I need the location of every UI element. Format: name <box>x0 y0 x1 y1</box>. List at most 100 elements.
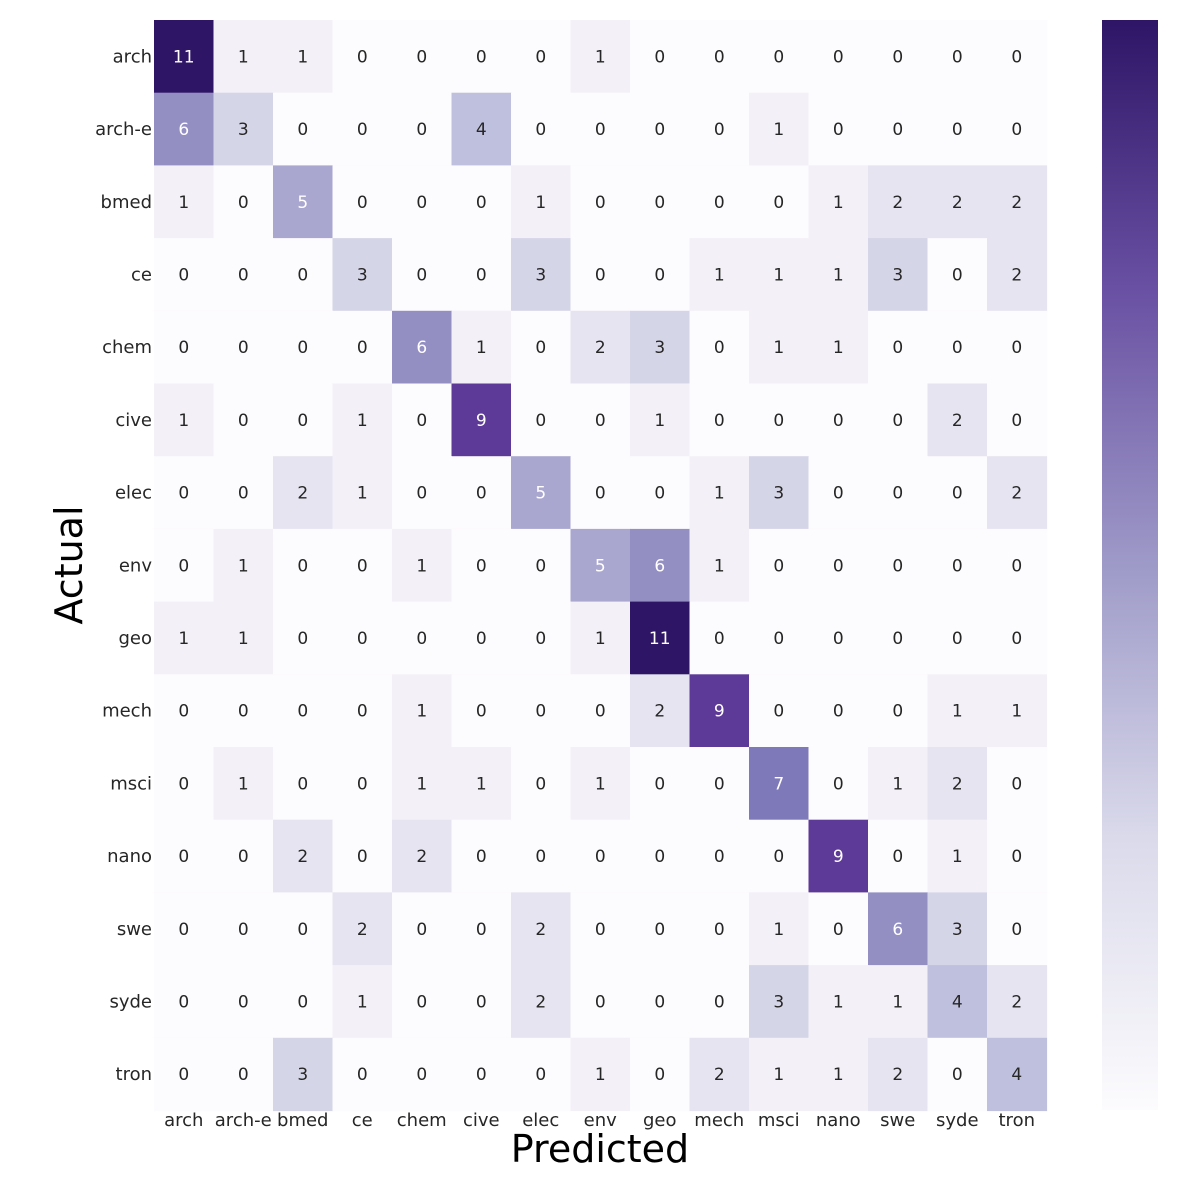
cell-value-label: 0 <box>952 338 963 358</box>
cell-value-label: 0 <box>416 920 427 940</box>
x-tick-label: mech <box>694 1110 744 1131</box>
cell-value-label: 1 <box>833 193 844 213</box>
cell-env-mech <box>689 528 750 603</box>
cell-value-label: 1 <box>833 338 844 358</box>
cell-value-label: 0 <box>416 120 427 140</box>
x-tick-label: arch <box>164 1110 203 1131</box>
cell-value-label: 0 <box>595 484 606 504</box>
cell-value-label: 0 <box>952 265 963 285</box>
cell-bmed-chem <box>392 165 453 239</box>
cell-value-label: 0 <box>238 265 249 285</box>
cell-tron-bmed <box>273 1037 334 1112</box>
cell-mech-swe <box>868 674 929 748</box>
cell-value-label: 2 <box>535 992 546 1012</box>
cell-value-label: 0 <box>595 920 606 940</box>
cell-ce-bmed <box>273 238 334 312</box>
cell-value-label: 6 <box>654 556 665 576</box>
cell-arch-elec <box>511 20 572 94</box>
cell-value-label: 2 <box>595 338 606 358</box>
cell-arch-e-mech <box>689 92 750 166</box>
y-tick-label: arch <box>113 46 152 67</box>
cell-value-label: 9 <box>714 702 725 722</box>
cell-cive-env <box>570 383 631 457</box>
cell-value-label: 0 <box>535 702 546 722</box>
cell-env-tron <box>987 528 1048 603</box>
cell-value-label: 0 <box>297 338 308 358</box>
cell-value-label: 4 <box>1011 1065 1022 1085</box>
cell-value-label: 0 <box>654 1065 665 1085</box>
cell-syde-syde <box>927 965 988 1039</box>
cell-value-label: 1 <box>892 992 903 1012</box>
cell-nano-msci <box>749 819 810 893</box>
cell-elec-elec <box>511 456 572 530</box>
cell-cive-cive <box>451 383 512 457</box>
cell-ce-tron <box>987 238 1048 312</box>
cell-value-label: 0 <box>416 1065 427 1085</box>
cell-cive-mech <box>689 383 750 457</box>
cell-chem-arch-e <box>213 310 274 385</box>
cell-value-label: 3 <box>238 120 249 140</box>
cell-chem-syde <box>927 310 988 385</box>
cell-value-label: 0 <box>178 702 189 722</box>
cell-mech-arch-e <box>213 674 274 748</box>
cell-tron-env <box>570 1037 631 1112</box>
cell-value-label: 0 <box>357 702 368 722</box>
cell-value-label: 0 <box>416 484 427 504</box>
cell-value-label: 11 <box>649 629 671 649</box>
cell-value-label: 0 <box>178 774 189 794</box>
cell-geo-elec <box>511 601 572 675</box>
cell-mech-mech <box>689 674 750 748</box>
cell-value-label: 0 <box>535 120 546 140</box>
cell-value-label: 0 <box>476 1065 487 1085</box>
cell-bmed-ce <box>332 165 393 239</box>
cell-syde-nano <box>808 965 869 1039</box>
cell-value-label: 0 <box>178 920 189 940</box>
cell-value-label: 0 <box>476 193 487 213</box>
cell-value-label: 2 <box>416 847 427 867</box>
cell-chem-msci <box>749 310 810 385</box>
cell-value-label: 0 <box>654 484 665 504</box>
cell-value-label: 1 <box>238 556 249 576</box>
cell-arch-msci <box>749 20 810 94</box>
cell-arch-nano <box>808 20 869 94</box>
cell-bmed-env <box>570 165 631 239</box>
cell-value-label: 0 <box>416 193 427 213</box>
cell-value-label: 0 <box>297 702 308 722</box>
cell-value-label: 0 <box>297 774 308 794</box>
cell-value-label: 0 <box>1011 120 1022 140</box>
cell-value-label: 0 <box>357 1065 368 1085</box>
cell-arch-e-chem <box>392 92 453 166</box>
cell-value-label: 0 <box>773 629 784 649</box>
cell-nano-nano <box>808 819 869 893</box>
cell-ce-elec <box>511 238 572 312</box>
cell-value-label: 0 <box>178 847 189 867</box>
cell-value-label: 4 <box>952 992 963 1012</box>
cell-value-label: 1 <box>714 556 725 576</box>
cell-value-label: 1 <box>892 774 903 794</box>
cell-value-label: 1 <box>773 1065 784 1085</box>
cell-mech-tron <box>987 674 1048 748</box>
cell-tron-arch <box>154 1037 215 1112</box>
cell-value-label: 0 <box>535 338 546 358</box>
cell-env-ce <box>332 528 393 603</box>
cell-value-label: 0 <box>297 556 308 576</box>
cell-value-label: 0 <box>773 702 784 722</box>
cell-value-label: 0 <box>714 920 725 940</box>
x-tick-label: nano <box>816 1110 861 1131</box>
cell-nano-elec <box>511 819 572 893</box>
cell-value-label: 0 <box>238 847 249 867</box>
cell-chem-arch <box>154 310 215 385</box>
cell-geo-swe <box>868 601 929 675</box>
cell-value-label: 0 <box>833 484 844 504</box>
cell-arch-e-msci <box>749 92 810 166</box>
cell-value-label: 0 <box>357 774 368 794</box>
cell-value-label: 2 <box>952 411 963 431</box>
x-tick-label: env <box>584 1110 617 1131</box>
cell-syde-geo <box>630 965 691 1039</box>
cell-value-label: 0 <box>773 411 784 431</box>
cell-value-label: 0 <box>773 47 784 67</box>
cell-value-label: 1 <box>357 992 368 1012</box>
cell-value-label: 0 <box>892 47 903 67</box>
cell-arch-ce <box>332 20 393 94</box>
cell-tron-chem <box>392 1037 453 1112</box>
